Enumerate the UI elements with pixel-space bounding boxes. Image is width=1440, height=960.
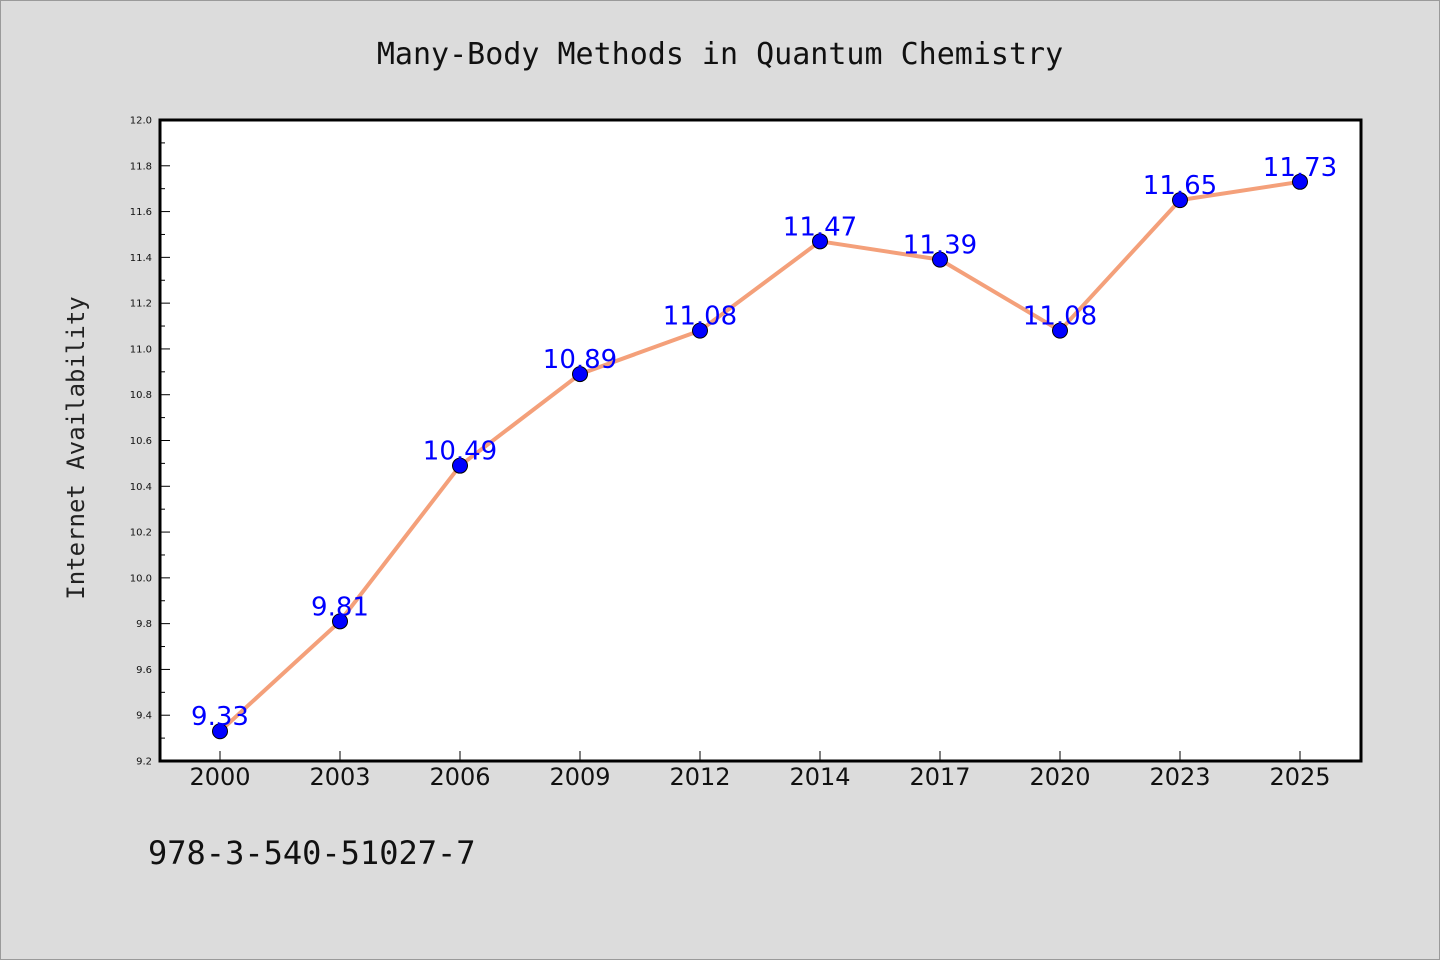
y-tick-label: 9.2 (136, 757, 152, 768)
x-tick-label: 2023 (1149, 763, 1210, 791)
y-tick-label: 9.8 (136, 619, 152, 630)
x-tick-label: 2020 (1029, 763, 1090, 791)
y-tick-label: 11.8 (130, 161, 152, 172)
data-point (212, 723, 228, 740)
data-point (1052, 322, 1068, 339)
y-tick-labels: 9.2 9.4 9.6 9.8 10.0 10.2 10.4 10.6 10.8 11.0 11.2… (130, 116, 152, 768)
y-tick-label: 10.6 (130, 436, 152, 447)
data-label: 9.81 (311, 592, 369, 622)
data-label: 11.73 (1263, 153, 1337, 183)
y-tick-label: 10.4 (130, 482, 152, 493)
y-tick-label: 10.0 (130, 573, 152, 584)
data-labels: 9.33 9.81 10.49 10.89 11.08 11.47 11.39 11.08 11… (191, 153, 1337, 732)
x-tick-label: 2000 (189, 763, 250, 791)
y-tick-label: 11.2 (130, 299, 152, 310)
plot-border (158, 118, 1363, 763)
y-tick-label: 11.4 (130, 253, 152, 264)
y-tick-label: 9.6 (136, 665, 152, 676)
data-point (332, 613, 348, 630)
data-label: 10.89 (543, 345, 617, 375)
y-tick-label: 9.4 (136, 711, 152, 722)
footnote-isbn: 978-3-540-51027-7 (148, 834, 476, 872)
data-label: 11.39 (903, 231, 977, 261)
series-line (218, 179, 1301, 733)
data-label: 10.49 (423, 437, 497, 467)
data-point (452, 457, 468, 474)
y-tick-label: 10.8 (130, 390, 152, 401)
y-axis-label: Internet Availability (62, 296, 90, 599)
data-label: 11.08 (663, 302, 737, 332)
data-label: 11.65 (1143, 171, 1217, 201)
plot-area (160, 120, 1361, 761)
data-label: 11.47 (783, 212, 857, 242)
y-tick-label: 11.0 (130, 344, 152, 355)
data-point (1292, 173, 1308, 190)
y-tick-label: 11.6 (130, 207, 152, 218)
x-tick-label: 2014 (789, 763, 850, 791)
x-tick-label: 2012 (669, 763, 730, 791)
data-point (692, 322, 708, 339)
y-tick-label: 12.0 (130, 116, 152, 127)
data-point (812, 233, 828, 250)
data-label: 9.33 (191, 702, 249, 732)
x-tick-label: 2017 (909, 763, 970, 791)
data-point (1172, 192, 1188, 209)
x-tick-label: 2003 (309, 763, 370, 791)
data-point (932, 251, 948, 268)
chart-title: Many-Body Methods in Quantum Chemistry (377, 37, 1063, 72)
x-tick-labels: 2000 2003 2006 2009 2012 2014 2017 2020 2023 2025 (189, 763, 1330, 791)
data-markers (212, 173, 1308, 740)
x-tick-label: 2025 (1269, 763, 1330, 791)
y-tick-label: 10.2 (130, 528, 152, 539)
x-tick-label: 2006 (429, 763, 490, 791)
x-tick-label: 2009 (549, 763, 610, 791)
data-point (572, 366, 588, 383)
data-label: 11.08 (1023, 302, 1097, 332)
